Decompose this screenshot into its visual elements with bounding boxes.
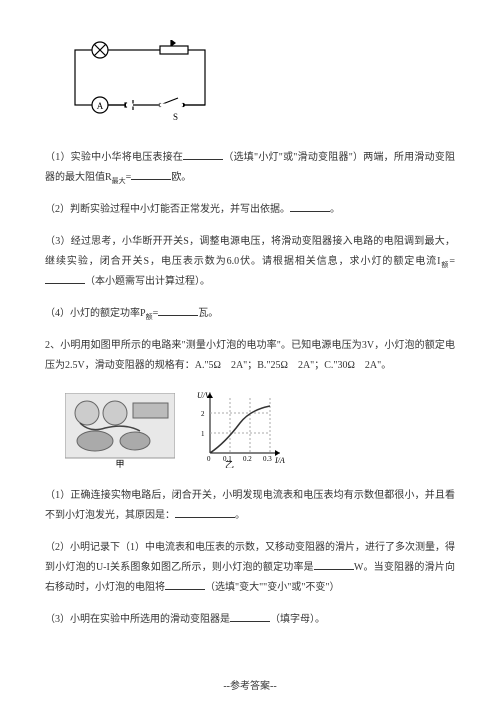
jia-label: 甲: [115, 459, 124, 468]
blank: [158, 304, 198, 316]
xtick2: 0.2: [243, 455, 252, 463]
q1-3-c: （本小题需写出计算过程）。: [85, 276, 210, 287]
blank: [314, 558, 354, 570]
q2-1-a: （1）正确连接实物电路后，闭合开关，小明发现电流表和电压表均有示数但都很小，并且…: [45, 490, 455, 521]
footer-answer: --参考答案--: [0, 677, 500, 692]
xlabel: I/A: [274, 456, 285, 465]
q2-1-b: 。: [235, 510, 245, 521]
q2-a: 2、小明用如图甲所示的电路来"测量小灯泡的电功率"。已知电源电压为3V，小灯泡的…: [45, 340, 455, 371]
sub: 最大: [112, 177, 126, 185]
sub: 额: [146, 313, 153, 321]
blank: [45, 272, 85, 284]
blank: [165, 578, 205, 590]
question-1-3: （3）经过思考，小华断开开关S，调整电源电压，将滑动变阻器接入电路的电阻调到最大…: [45, 232, 455, 292]
xtick0: 0: [207, 455, 211, 463]
blank: [175, 506, 235, 518]
images-row: 甲 1 2 0 0.1 0.2 0.3 U/V I/A 乙: [65, 388, 455, 471]
question-1-1: （1）实验中小华将电压表接在（选填"小灯"或"滑动变阻器"）两端，所用滑动变阻器…: [45, 148, 455, 188]
question-1-2: （2）判断实验过程中小灯能否正常发光，并写出依据。 。: [45, 200, 455, 220]
blank: [183, 148, 223, 160]
blank: [230, 610, 270, 622]
q1-1-d: 欧。: [171, 172, 191, 183]
q1-4-a: （4）小灯的额定功率P: [45, 308, 146, 319]
ytick1: 1: [201, 430, 205, 438]
blank: [290, 200, 330, 212]
q1-2-b: 。: [330, 204, 340, 215]
yi-label: 乙: [225, 460, 234, 468]
question-1-4: （4）小灯的额定功率P额=瓦。: [45, 304, 455, 324]
question-2-2: （2）小明记录下（1）中电流表和电压表的示数，又移动变阻器的滑片，进行了多次测量…: [45, 538, 455, 598]
ylabel: U/V: [197, 391, 211, 400]
q1-4-c: 瓦。: [198, 308, 218, 319]
q2-2-c: （选填"变大""变小"或"不变"）: [205, 582, 340, 593]
q1-1-a: （1）实验中小华将电压表接在: [45, 152, 183, 163]
circuit-diagram: A P S: [65, 40, 455, 128]
q1-3-a: （3）经过思考，小华断开开关S，调整电源电压，将滑动变阻器接入电路的电阻调到最大…: [45, 236, 455, 267]
ammeter-label: A: [97, 101, 104, 111]
xtick3: 0.3: [263, 455, 272, 463]
q1-2-a: （2）判断实验过程中小灯能否正常发光，并写出依据。: [45, 204, 290, 215]
question-2-1: （1）正确连接实物电路后，闭合开关，小明发现电流表和电压表均有示数但都很小，并且…: [45, 486, 455, 526]
p-label: P: [170, 40, 175, 42]
circuit-photo: 甲: [65, 393, 175, 471]
ytick2: 2: [201, 410, 205, 418]
q2-3-a: （3）小明在实验中所选用的滑动变阻器是: [45, 614, 230, 625]
ui-graph: 1 2 0 0.1 0.2 0.3 U/V I/A 乙: [195, 388, 290, 471]
blank: [131, 168, 171, 180]
switch-label: S: [173, 112, 178, 122]
question-2-3: （3）小明在实验中所选用的滑动变阻器是 （填字母）。: [45, 610, 455, 630]
q1-3-b: =: [449, 256, 455, 267]
q2-3-b: （填字母）。: [270, 614, 325, 625]
question-2: 2、小明用如图甲所示的电路来"测量小灯泡的电功率"。已知电源电压为3V，小灯泡的…: [45, 336, 455, 376]
